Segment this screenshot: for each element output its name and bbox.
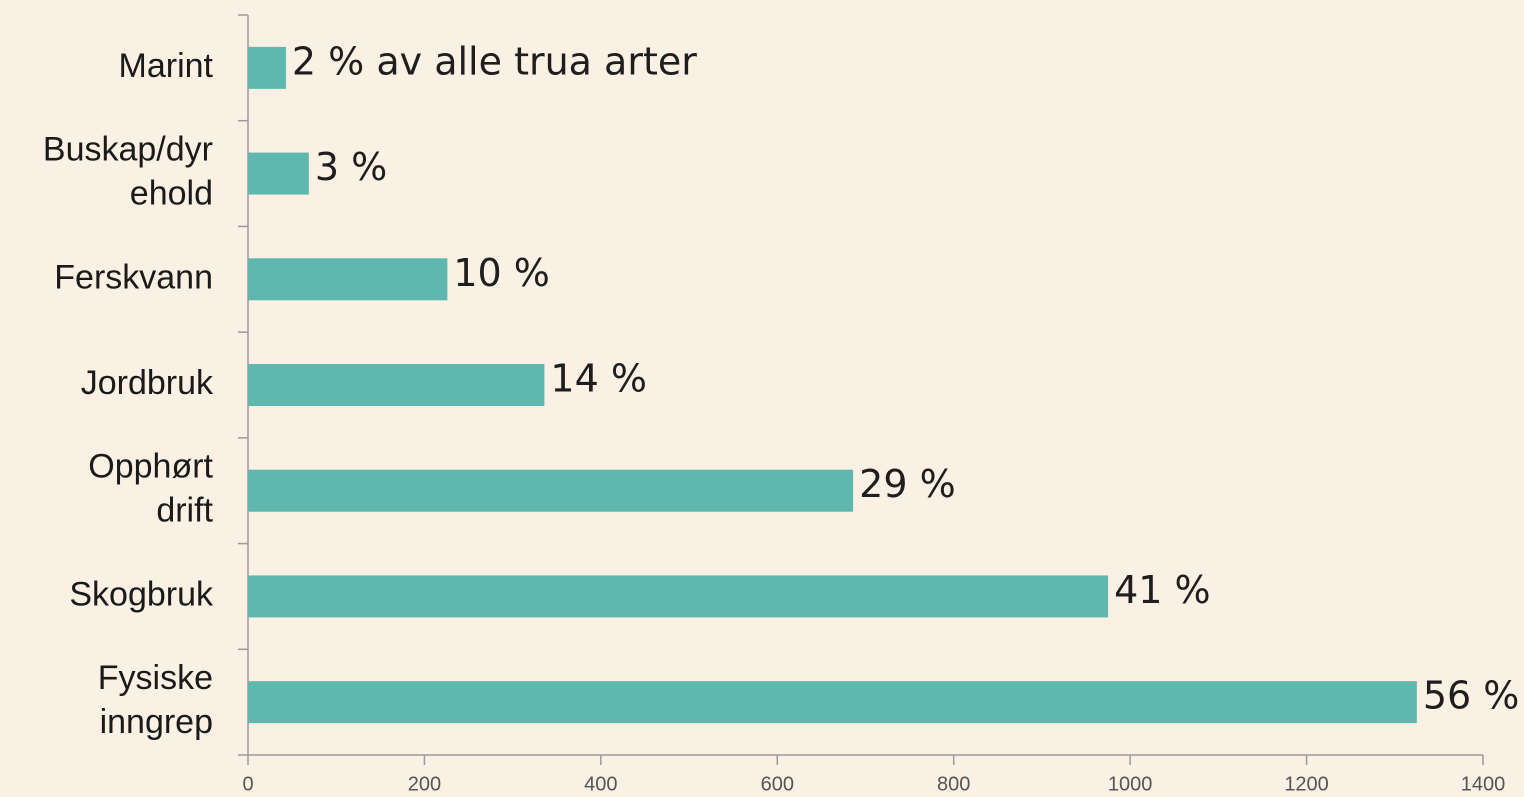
- x-tick-label: 600: [761, 773, 794, 795]
- category-label-line: ehold: [130, 175, 213, 213]
- category-label-line: Skogbruk: [69, 575, 214, 613]
- x-tick-label: 1000: [1108, 773, 1153, 795]
- bar: [248, 152, 309, 195]
- x-tick-label: 0: [242, 773, 253, 795]
- annotation: 10 %: [453, 251, 550, 295]
- annotation: 2 % av alle trua arter: [292, 39, 697, 83]
- category-label: Marint: [119, 47, 214, 85]
- x-tick-label: 800: [937, 773, 970, 795]
- annotation: 41 %: [1114, 568, 1211, 612]
- category-label-line: Marint: [119, 47, 214, 85]
- category-label-line: drift: [156, 492, 213, 530]
- category-label: Skogbruk: [69, 575, 214, 613]
- bar: [248, 258, 448, 301]
- bar: [248, 364, 545, 406]
- category-label: Ferskvann: [54, 258, 213, 296]
- bar: [248, 469, 854, 512]
- category-label-line: Opphørt: [88, 448, 213, 486]
- category-label: Buskap/dyr ehold: [43, 131, 213, 213]
- bar: [248, 681, 1417, 724]
- category-label-line: Fysiske: [98, 659, 213, 697]
- annotation: 3 %: [315, 145, 387, 189]
- category-label-line: Buskap/dyr: [43, 131, 213, 169]
- category-label: Fysiske inngrep: [98, 659, 213, 741]
- x-tick-label: 1200: [1284, 773, 1329, 795]
- category-label-line: Ferskvann: [54, 258, 213, 296]
- annotation: 29 %: [859, 462, 956, 506]
- category-label: Opphørt drift: [88, 448, 213, 530]
- x-tick-label: 1400: [1461, 773, 1506, 795]
- category-label-line: inngrep: [100, 703, 213, 741]
- x-tick-label: 400: [584, 773, 617, 795]
- annotation: 56 %: [1423, 674, 1520, 718]
- bar: [248, 46, 286, 89]
- x-tick-label: 200: [408, 773, 441, 795]
- annotation: 14 %: [550, 357, 647, 401]
- category-label-line: Jordbruk: [81, 364, 214, 402]
- category-label: Jordbruk: [81, 364, 214, 402]
- bar: [248, 575, 1109, 618]
